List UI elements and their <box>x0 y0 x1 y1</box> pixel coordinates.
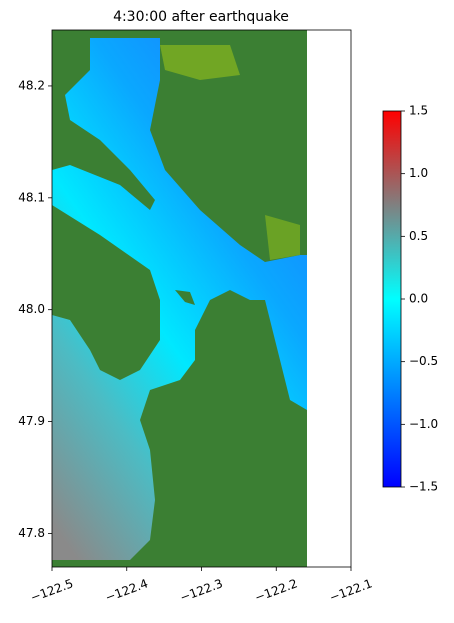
colorbar <box>382 110 402 488</box>
y-tick-label: 47.8 <box>18 526 45 540</box>
colorbar-tick-label: −0.5 <box>409 354 438 368</box>
x-tick-label: −122.3 <box>178 576 225 604</box>
y-tick-label: 48.0 <box>18 302 45 316</box>
x-tick-label: −122.1 <box>328 576 375 604</box>
y-tick-label: 47.9 <box>18 414 45 428</box>
x-tick-label: −122.2 <box>253 576 300 604</box>
colorbar-tick-label: 0.0 <box>409 292 428 306</box>
y-tick-label: 48.1 <box>18 190 45 204</box>
colorbar-tick-label: 1.5 <box>409 104 428 118</box>
colorbar-tick-label: −1.5 <box>409 480 438 494</box>
colorbar-tick-label: 1.0 <box>409 166 428 180</box>
y-tick-label: 48.2 <box>18 78 45 92</box>
chart-title: 4:30:00 after earthquake <box>113 9 289 25</box>
map-raster <box>52 30 307 567</box>
x-tick-label: −122.4 <box>103 576 150 604</box>
colorbar-tick-label: −1.0 <box>409 417 438 431</box>
x-tick-label: −122.5 <box>29 576 76 604</box>
colorbar-tick-label: 0.5 <box>409 229 428 243</box>
